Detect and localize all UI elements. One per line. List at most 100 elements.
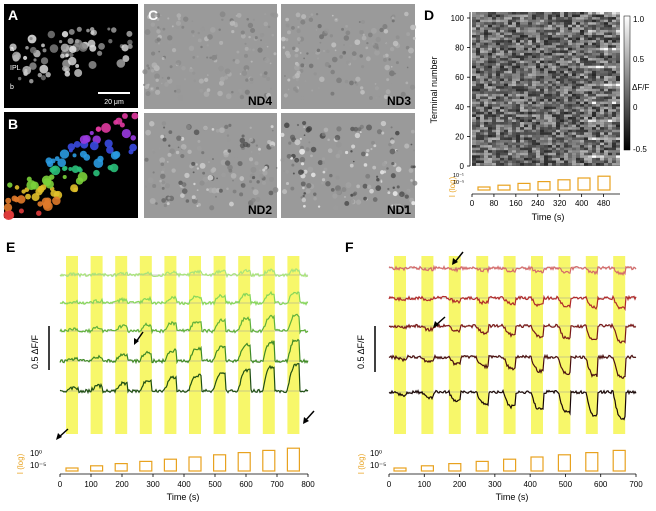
raster-cell [480, 147, 484, 151]
texture-speck [282, 46, 286, 49]
raster-cell [488, 150, 492, 153]
cell-blob [78, 42, 88, 52]
raster-cell [604, 83, 608, 87]
raster-cell [612, 29, 616, 33]
texture-speck [389, 96, 393, 100]
texture-speck [245, 78, 249, 82]
raster-cell [496, 14, 500, 18]
texture-speck [337, 149, 343, 155]
texture-speck [206, 88, 211, 92]
raster-cell [584, 163, 588, 166]
raster-cell [520, 137, 524, 140]
raster-cell [556, 124, 560, 128]
raster-cell [504, 114, 508, 117]
cell-blob [29, 79, 34, 84]
raster-cell [504, 78, 508, 82]
texture-speck [177, 17, 181, 21]
raster-cell [568, 17, 572, 20]
raster-cell [472, 111, 476, 115]
raster-cell [580, 106, 584, 110]
raster-cell [544, 152, 548, 156]
raster-cell [560, 163, 564, 166]
texture-speck [305, 188, 311, 194]
texture-speck [365, 46, 369, 50]
raster-cell [588, 76, 592, 79]
raster-cell [512, 106, 516, 110]
raster-cell [508, 88, 512, 92]
raster-cell [576, 124, 580, 128]
raster-cell [540, 124, 544, 128]
texture-speck [381, 131, 385, 135]
texture-speck [145, 91, 151, 97]
raster-xtick-label: 240 [531, 199, 545, 208]
texture-speck [409, 84, 416, 90]
raster-cell [580, 52, 584, 56]
texture-speck [329, 173, 333, 178]
raster-cell [532, 22, 536, 25]
raster-cell [596, 22, 600, 25]
raster-cell [508, 78, 512, 82]
raster-cell [536, 73, 540, 76]
raster-cell [496, 42, 500, 46]
texture-speck [382, 54, 387, 58]
raster-cell [560, 114, 564, 117]
raster-cell [596, 127, 600, 130]
raster-cell [492, 137, 496, 140]
raster-cell [480, 14, 484, 18]
raster-cell [484, 132, 488, 135]
panel-b-cells [3, 112, 139, 220]
texture-speck [285, 38, 289, 42]
texture-speck [152, 133, 159, 140]
raster-cell [472, 119, 476, 123]
response-trace [59, 362, 309, 395]
raster-cell [504, 127, 508, 130]
raster-cell [592, 101, 596, 105]
raster-cell [604, 55, 608, 59]
raster-cell [592, 116, 596, 120]
texture-speck [308, 63, 314, 69]
raster-cell [472, 137, 476, 140]
layer-label-b: b [10, 84, 14, 91]
raster-cell [500, 73, 504, 76]
raster-cell [484, 50, 488, 53]
texture-speck [367, 32, 373, 38]
raster-cell [608, 14, 612, 18]
raster-cell [504, 47, 508, 51]
panel-c: C ND4 ND3 ND2 ND1 [142, 4, 418, 218]
raster-cell [536, 114, 540, 117]
raster-cell [568, 81, 572, 84]
stimulus-band [613, 256, 626, 434]
raster-cell [580, 132, 584, 135]
texture-speck [404, 11, 409, 17]
raster-cell [604, 142, 608, 146]
texture-speck [286, 153, 292, 159]
raster-cell [592, 124, 596, 128]
raster-cell [572, 111, 576, 115]
raster-cell [568, 50, 572, 53]
texture-speck [268, 204, 271, 208]
raster-cell [540, 150, 544, 153]
texture-speck [404, 194, 409, 199]
texture-speck [396, 185, 400, 189]
raster-cell [564, 150, 568, 153]
raster-cell [540, 101, 544, 105]
raster-cell [584, 29, 588, 33]
raster-cell [592, 129, 596, 133]
raster-cell [484, 134, 488, 138]
texture-speck [386, 167, 389, 170]
raster-cell [576, 145, 580, 148]
texture-speck [283, 93, 288, 98]
texture-speck [183, 78, 187, 81]
intensity-step [89, 465, 104, 472]
texture-speck [226, 187, 229, 191]
raster-cell [524, 163, 528, 166]
texture-speck [375, 96, 378, 99]
raster-cell [488, 145, 492, 148]
raster-cell [564, 40, 568, 43]
texture-speck [354, 132, 361, 139]
raster-cell [512, 19, 516, 23]
cell-blob [97, 50, 103, 56]
raster-cell [488, 52, 492, 56]
texture-speck [356, 184, 361, 189]
terminal-blob [48, 174, 55, 180]
